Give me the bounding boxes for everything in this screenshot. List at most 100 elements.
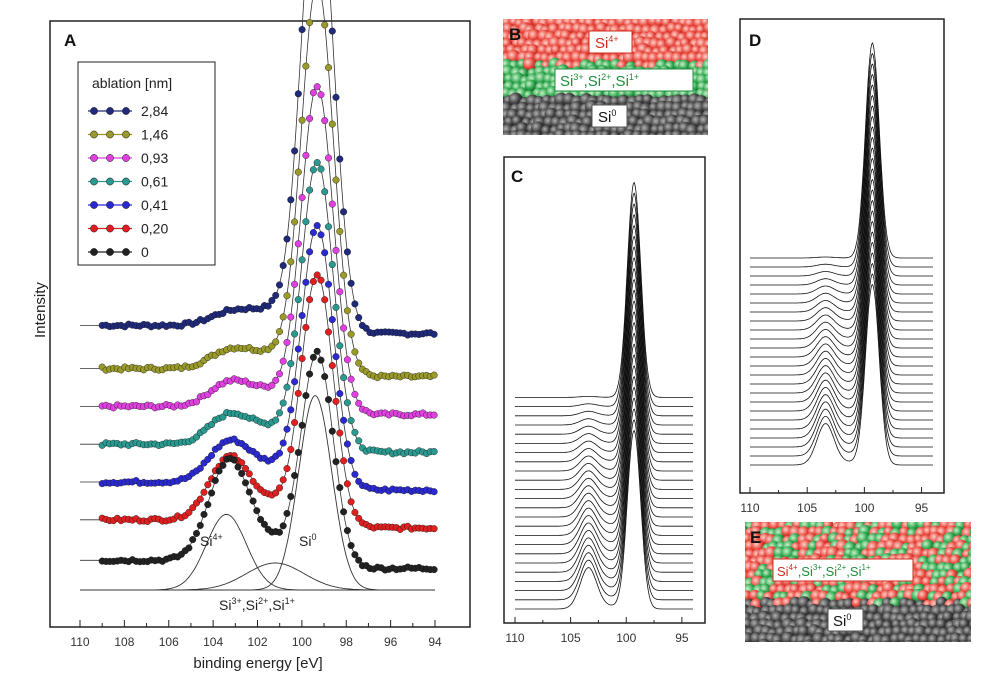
atom-sphere (970, 573, 971, 580)
panel-a-x-axis: 110 108 106 104 102 100 98 96 94 (70, 620, 442, 649)
atom-sphere (503, 112, 504, 117)
c-curve-7 (515, 354, 693, 545)
data-point (336, 227, 344, 235)
d-curve-12 (750, 157, 933, 358)
a-x-tick-label-98: 98 (340, 635, 354, 649)
data-point (317, 91, 325, 99)
data-point (317, 165, 325, 173)
data-point (208, 421, 216, 429)
data-point (298, 256, 306, 264)
data-point (208, 452, 216, 460)
data-point (340, 416, 348, 424)
legend-marker-5-1 (106, 224, 114, 233)
panel-d: D 110 105 100 95 (739, 18, 945, 515)
c-curve-20 (515, 214, 693, 426)
c-curve-17 (515, 246, 693, 453)
atom-sphere (773, 640, 782, 642)
data-point (336, 390, 344, 398)
data-point (291, 378, 299, 386)
data-point (200, 488, 208, 496)
data-point (192, 529, 200, 537)
c-x-tick-label-110: 110 (505, 631, 524, 645)
data-point (347, 330, 355, 338)
legend-label-1: 1,46 (141, 127, 168, 143)
atom-sphere (764, 643, 775, 654)
legend: ablation [nm] 2,84 1,46 0,93 0,61 0,41 0,20 0 (77, 61, 216, 266)
panel-e-layer-spheres (745, 522, 971, 654)
legend-marker-5-2 (122, 224, 130, 233)
atom-sphere (944, 640, 953, 642)
data-point (264, 302, 272, 310)
data-point (189, 504, 197, 512)
data-point (279, 522, 287, 530)
data-point (276, 370, 284, 378)
legend-marker-1-0 (90, 130, 98, 139)
atom-sphere (492, 18, 503, 29)
d-curve-10 (750, 178, 933, 376)
atom-sphere (789, 641, 795, 642)
data-point (340, 271, 348, 279)
c-curve-12 (515, 300, 693, 499)
data-point (283, 425, 291, 433)
data-point (294, 345, 302, 353)
atom-sphere (782, 641, 788, 642)
d-curve-23 (750, 42, 933, 259)
data-point (306, 370, 314, 378)
panel-a-label: A (64, 31, 76, 50)
data-point (291, 218, 299, 226)
data-point (279, 439, 287, 447)
data-point (302, 278, 310, 286)
data-point (298, 26, 306, 34)
legend-label-0: 2,84 (141, 103, 168, 119)
atom-sphere (648, 132, 659, 135)
data-point (351, 428, 359, 436)
c-curve-21 (515, 203, 693, 417)
data-point (208, 489, 216, 497)
atom-sphere (622, 129, 636, 135)
data-point (185, 544, 193, 552)
atom-sphere (745, 534, 747, 543)
data-point (351, 508, 359, 516)
data-point (336, 342, 344, 350)
data-point (294, 90, 302, 98)
atom-sphere (700, 131, 708, 135)
atom-sphere (706, 47, 708, 55)
d-curve-8 (750, 199, 933, 394)
a-x-tick-label-94: 94 (428, 635, 442, 649)
data-point (249, 497, 257, 505)
legend-items: 2,84 1,46 0,93 0,61 0,41 0,20 0 (88, 103, 168, 260)
atom-sphere (670, 129, 684, 135)
c-curve-1 (515, 419, 693, 601)
d-x-tick-label-100: 100 (854, 501, 874, 515)
legend-marker-3-1 (106, 177, 114, 186)
data-point (283, 235, 291, 243)
data-point (287, 313, 295, 321)
data-point (291, 280, 299, 288)
atom-sphere (937, 640, 945, 642)
data-point (309, 166, 317, 174)
d-curve-9 (750, 189, 933, 385)
data-point (200, 510, 208, 518)
data-point (313, 159, 321, 167)
data-point (325, 280, 333, 288)
d-curve-14 (750, 136, 933, 340)
b-mid-label-box (554, 68, 694, 92)
atom-sphere (970, 528, 971, 535)
data-point (343, 480, 351, 488)
legend-marker-4-0 (90, 201, 98, 209)
c-curve-14 (515, 278, 693, 481)
legend-marker-0-1 (106, 107, 114, 115)
atom-sphere (966, 634, 971, 642)
legend-label-4: 0,41 (141, 197, 168, 213)
data-point (294, 389, 302, 397)
data-point (347, 417, 355, 425)
atom-sphere (866, 640, 874, 642)
panel-c-frame (503, 156, 706, 624)
data-point (241, 479, 249, 487)
data-point (328, 362, 336, 370)
legend-marker-6-2 (122, 248, 130, 256)
d-curve-16 (750, 115, 933, 322)
c-curve-5 (515, 375, 693, 564)
panel-b-label: B (509, 25, 521, 44)
